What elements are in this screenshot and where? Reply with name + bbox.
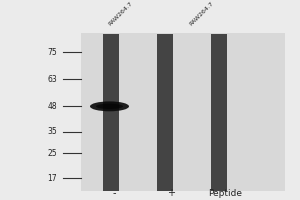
Bar [103, 34, 119, 191]
Bar [211, 34, 227, 191]
Text: +: + [167, 188, 175, 198]
Text: 17: 17 [47, 174, 57, 183]
Text: 48: 48 [47, 102, 57, 111]
Ellipse shape [96, 104, 123, 109]
Text: 75: 75 [47, 48, 57, 57]
Bar [81, 33, 285, 191]
Text: RAW264.7: RAW264.7 [188, 1, 214, 27]
Text: 35: 35 [47, 127, 57, 136]
Text: 25: 25 [47, 149, 57, 158]
Bar [157, 34, 173, 191]
Text: RAW264.7: RAW264.7 [107, 1, 134, 27]
Text: Peptide: Peptide [208, 189, 242, 198]
Text: 63: 63 [47, 75, 57, 84]
Ellipse shape [90, 101, 129, 111]
Text: -: - [112, 188, 116, 198]
